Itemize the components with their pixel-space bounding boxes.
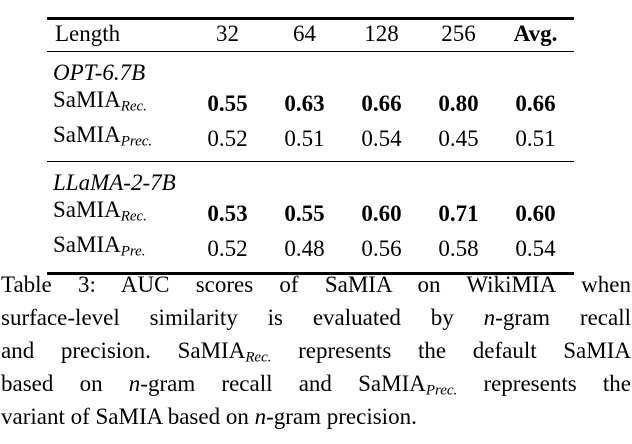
- caption-text: -gram recall and SaMIA: [140, 371, 426, 396]
- model-name-opt: OPT-6.7B: [53, 60, 146, 85]
- row-label-base: SaMIA: [53, 232, 121, 258]
- cell-value: 0.54: [515, 236, 556, 262]
- cell-value: 0.55: [207, 90, 248, 116]
- group-opt-6-7b: OPT-6.7B SaMIARec. 0.55 0.63 0.66 0.80 0…: [47, 52, 574, 162]
- cell-value: 0.53: [207, 201, 248, 227]
- caption-text: -gram precision.: [266, 404, 417, 429]
- caption-text: variant of SaMIA based on: [1, 404, 255, 429]
- table-header: Length 32 64 128 256 Avg.: [47, 18, 574, 52]
- cell-value: 0.63: [284, 90, 325, 116]
- results-table: Length 32 64 128 256 Avg. OPT-6.7B SaMIA…: [47, 17, 574, 275]
- group-llama-2-7b: LLaMA-2-7B SaMIARec. 0.53 0.55 0.60 0.71…: [47, 162, 574, 274]
- cell-value: 0.55: [284, 201, 325, 227]
- row-label-subscript: Rec.: [120, 209, 147, 226]
- cell-value: 0.48: [284, 236, 325, 262]
- row-opt-samia-rec: SaMIARec. 0.55 0.63 0.66 0.80 0.66: [47, 86, 574, 121]
- cell-value: 0.56: [361, 236, 402, 262]
- row-label-subscript: Rec.: [120, 98, 147, 115]
- row-opt-samia-prec: SaMIAPrec. 0.52 0.51 0.54 0.45 0.51: [47, 121, 574, 162]
- row-label-samia-rec: SaMIARec.: [47, 86, 189, 121]
- caption-text: -gram recall: [495, 305, 631, 330]
- caption-subscript: Prec.: [425, 382, 458, 399]
- model-row-llama: LLaMA-2-7B: [47, 162, 574, 197]
- caption-italic-n: n: [254, 404, 267, 429]
- cell-value: 0.71: [438, 201, 479, 227]
- cell-value: 0.45: [438, 125, 479, 151]
- caption-text: surface-level similarity is evaluated by: [1, 305, 484, 330]
- row-label-samia-prec: SaMIAPrec.: [47, 121, 189, 162]
- caption-text: represents the default SaMIA: [271, 338, 631, 363]
- cell-value: 0.51: [515, 125, 556, 151]
- row-label-samia-rec: SaMIARec.: [47, 196, 189, 231]
- header-128: 128: [364, 21, 399, 46]
- row-label-subscript: Prec.: [120, 133, 153, 150]
- caption-italic-n: n: [128, 371, 141, 396]
- caption-text: based on: [1, 371, 129, 396]
- caption-text: Table 3: AUC scores of SaMIA on WikiMIA …: [1, 272, 631, 297]
- cell-value: 0.58: [438, 236, 479, 262]
- cell-value: 0.66: [361, 90, 402, 116]
- cell-value: 0.66: [515, 90, 556, 116]
- row-llama-samia-pre: SaMIAPre. 0.52 0.48 0.56 0.58 0.54: [47, 231, 574, 273]
- caption-line: variant of SaMIA based on n-gram precisi…: [1, 400, 631, 433]
- row-label-base: SaMIA: [53, 197, 121, 223]
- table-caption: Table 3: AUC scores of SaMIA on WikiMIA …: [1, 268, 631, 433]
- caption-line: Table 3: AUC scores of SaMIA on WikiMIA …: [1, 268, 631, 301]
- model-name-llama: LLaMA-2-7B: [53, 170, 176, 196]
- header-length: Length: [55, 21, 121, 46]
- cell-value: 0.51: [284, 125, 325, 151]
- row-label-base: SaMIA: [53, 87, 121, 112]
- model-row-opt: OPT-6.7B: [47, 52, 574, 87]
- caption-line: surface-level similarity is evaluated by…: [1, 301, 631, 334]
- cell-value: 0.54: [361, 125, 402, 151]
- header-256: 256: [441, 21, 476, 46]
- caption-text: represents the: [457, 371, 631, 396]
- header-32: 32: [216, 21, 239, 46]
- header-64: 64: [293, 21, 316, 46]
- caption-italic-n: n: [483, 305, 496, 330]
- row-label-subscript: Pre.: [120, 243, 146, 260]
- row-label-base: SaMIA: [53, 121, 121, 147]
- cell-value: 0.52: [207, 236, 248, 262]
- caption-line: based on n-gram recall and SaMIAPrec. re…: [1, 367, 631, 400]
- cell-value: 0.52: [207, 125, 248, 151]
- caption-text: and precision. SaMIA: [1, 338, 246, 363]
- cell-value: 0.80: [438, 90, 479, 116]
- header-row: Length 32 64 128 256 Avg.: [47, 18, 574, 52]
- caption-line: and precision. SaMIARec. represents the …: [1, 334, 631, 367]
- row-label-samia-pre: SaMIAPre.: [47, 231, 189, 273]
- cell-value: 0.60: [515, 201, 556, 227]
- cell-value: 0.60: [361, 201, 402, 227]
- row-llama-samia-rec: SaMIARec. 0.53 0.55 0.60 0.71 0.60: [47, 196, 574, 231]
- caption-subscript: Rec.: [245, 349, 272, 366]
- header-avg: Avg.: [513, 21, 558, 46]
